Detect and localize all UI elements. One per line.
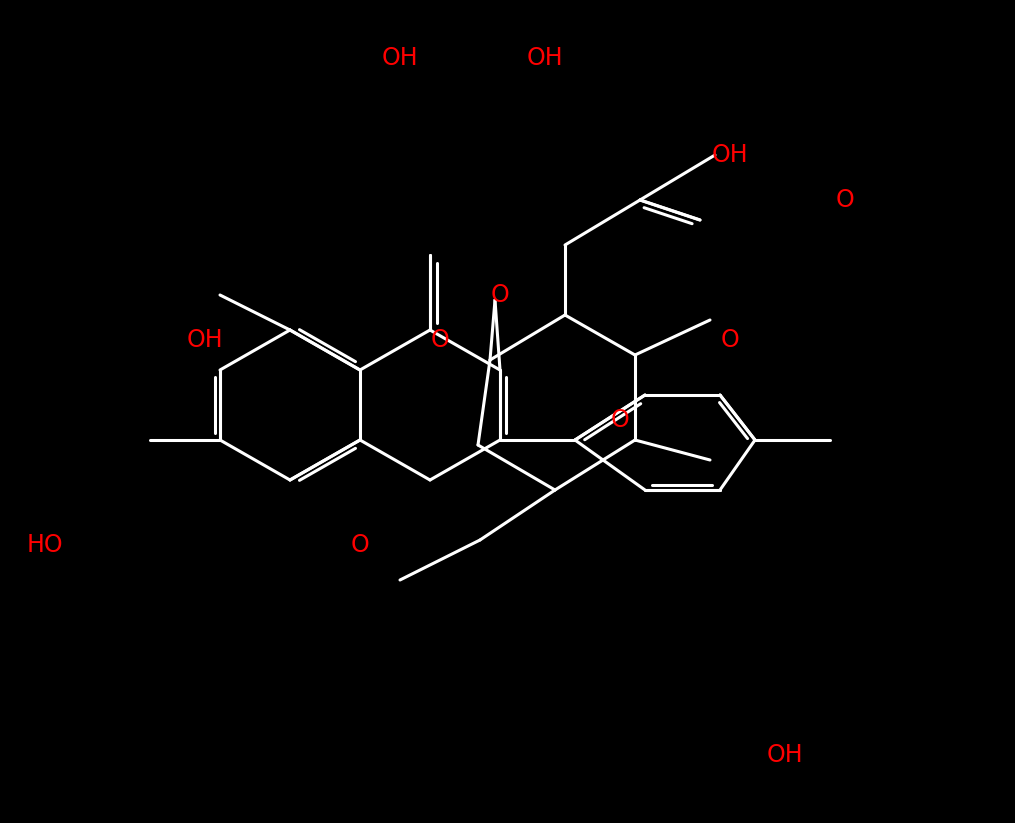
Text: OH: OH: [527, 46, 563, 70]
Text: O: O: [350, 533, 369, 557]
Text: O: O: [835, 188, 855, 212]
Text: O: O: [430, 328, 450, 352]
Text: OH: OH: [766, 743, 803, 767]
Text: O: O: [721, 328, 739, 352]
Text: OH: OH: [712, 143, 748, 167]
Text: O: O: [490, 283, 510, 307]
Text: HO: HO: [26, 533, 63, 557]
Text: O: O: [611, 408, 629, 432]
Text: OH: OH: [382, 46, 418, 70]
Text: OH: OH: [187, 328, 223, 352]
